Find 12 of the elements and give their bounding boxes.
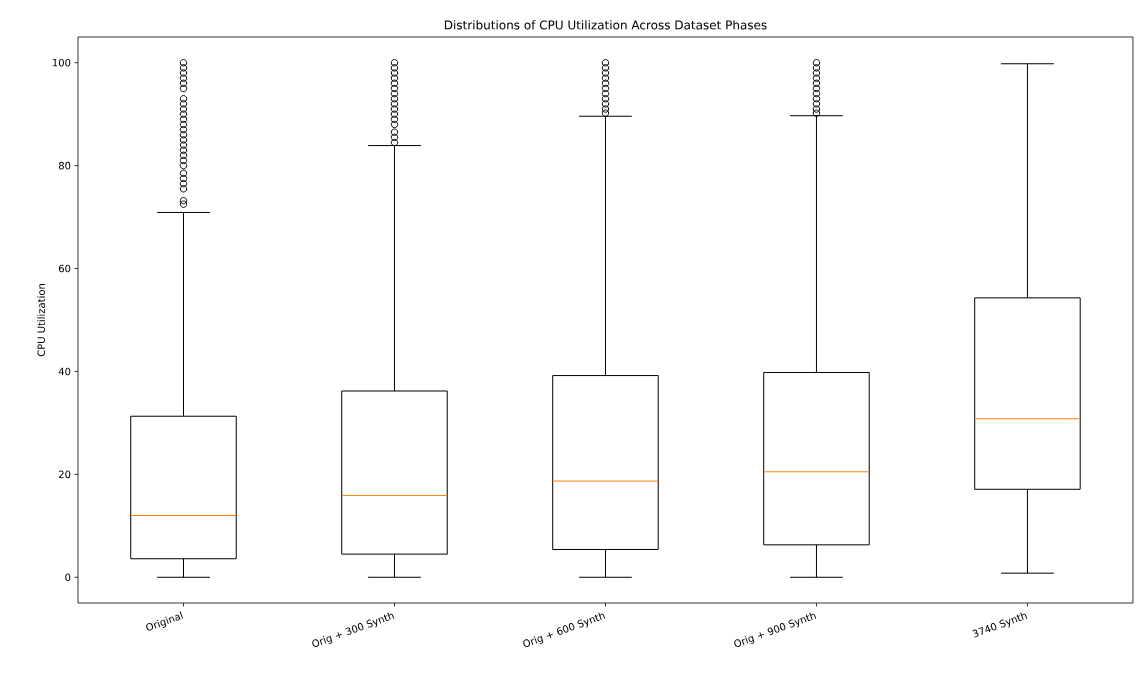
x-tick-label: Orig + 900 Synth xyxy=(734,612,817,647)
y-tick-label: 100 xyxy=(52,58,71,67)
y-tick-label: 0 xyxy=(65,573,71,582)
x-tick-label: Orig + 300 Synth xyxy=(312,612,395,647)
chart-title: Distributions of CPU Utilization Across Dataset Phases xyxy=(444,20,767,30)
y-tick-label: 60 xyxy=(58,264,71,273)
y-tick-label: 80 xyxy=(58,161,71,170)
y-tick-label: 40 xyxy=(58,367,71,376)
y-tick-label: 20 xyxy=(58,470,71,479)
x-tick-label: 3740 Synth xyxy=(972,612,1028,638)
x-tick-label: Orig + 600 Synth xyxy=(523,612,606,647)
y-axis-title: CPU Utilization xyxy=(37,284,46,357)
